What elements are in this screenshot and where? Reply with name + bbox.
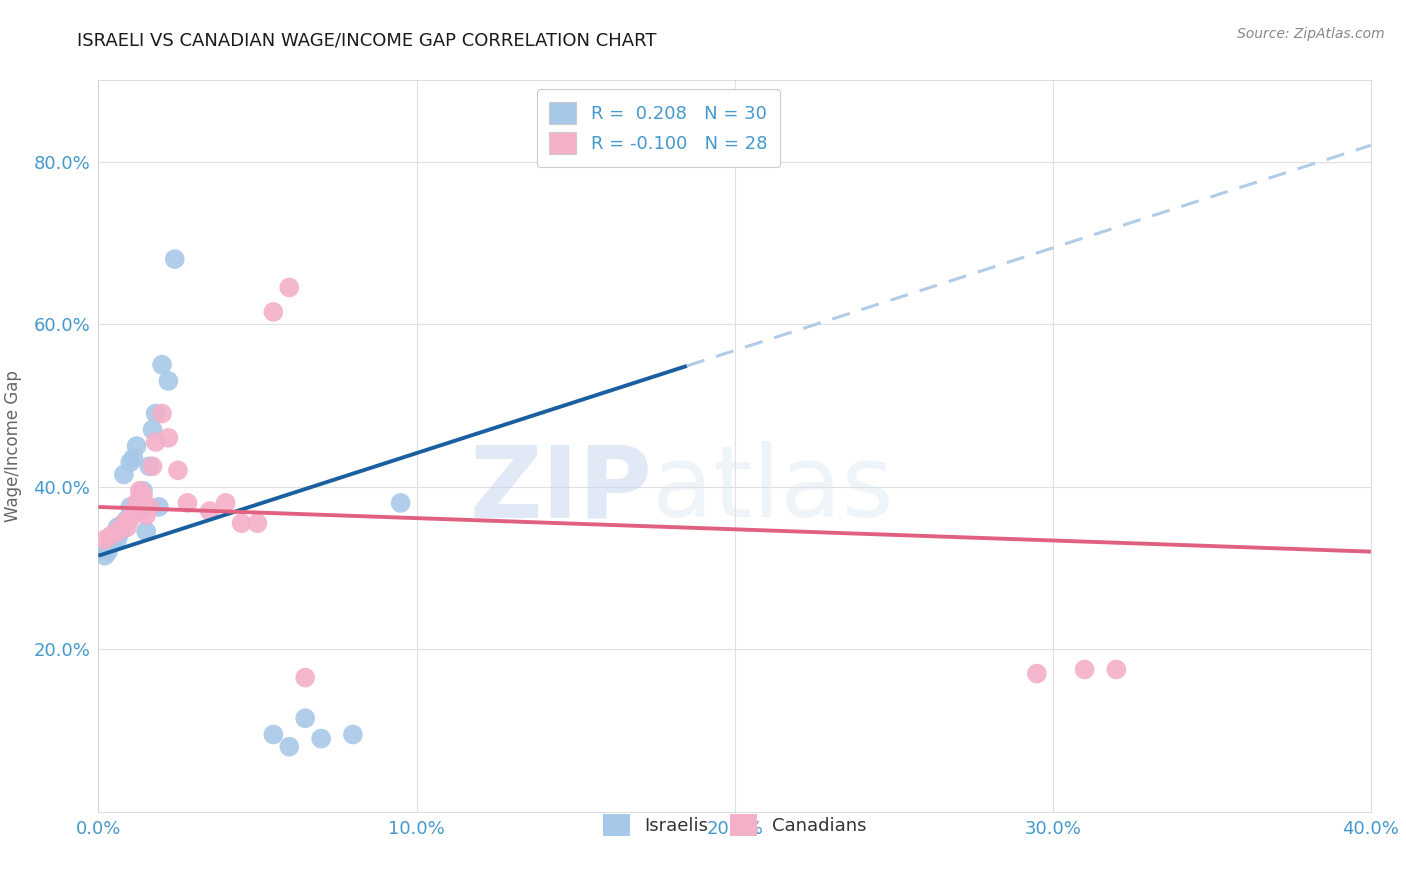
Point <box>1073 663 1095 677</box>
Point <box>94 549 117 563</box>
Point <box>157 431 180 445</box>
Point <box>150 358 173 372</box>
Point <box>100 536 122 550</box>
Point <box>1025 666 1047 681</box>
Point <box>246 516 269 531</box>
Point <box>294 711 316 725</box>
Point <box>262 305 284 319</box>
Point <box>107 520 129 534</box>
Point <box>128 483 150 498</box>
Point <box>309 731 332 746</box>
Point <box>120 500 142 514</box>
Point <box>167 463 190 477</box>
Point <box>231 516 253 531</box>
Point <box>110 524 132 539</box>
Point <box>278 280 301 294</box>
Point <box>294 671 316 685</box>
Point <box>214 496 236 510</box>
Point <box>97 544 120 558</box>
Point <box>120 512 142 526</box>
Point <box>120 455 142 469</box>
Point <box>1105 663 1128 677</box>
Point <box>132 483 155 498</box>
Text: atlas: atlas <box>652 442 894 539</box>
Point <box>94 533 117 547</box>
Point <box>145 434 167 449</box>
Text: ZIP: ZIP <box>470 442 652 539</box>
Point <box>107 533 129 547</box>
Point <box>135 524 157 539</box>
Point <box>135 508 157 522</box>
Point <box>107 524 129 539</box>
Text: ISRAELI VS CANADIAN WAGE/INCOME GAP CORRELATION CHART: ISRAELI VS CANADIAN WAGE/INCOME GAP CORR… <box>77 31 657 49</box>
Point <box>103 528 125 542</box>
Point <box>145 407 167 421</box>
Point <box>278 739 301 754</box>
Point <box>157 374 180 388</box>
Point <box>112 467 135 482</box>
Point <box>138 500 160 514</box>
Point <box>132 488 155 502</box>
Point <box>141 423 163 437</box>
Legend: Israelis, Canadians: Israelis, Canadians <box>596 806 873 843</box>
Point <box>163 252 186 266</box>
Point <box>150 407 173 421</box>
Point <box>198 504 221 518</box>
Point <box>112 516 135 531</box>
Point <box>148 500 170 514</box>
Point <box>122 451 145 466</box>
Point <box>122 504 145 518</box>
Point <box>342 727 364 741</box>
Point <box>115 512 138 526</box>
Point <box>176 496 198 510</box>
Point <box>100 528 122 542</box>
Point <box>125 496 148 510</box>
Point <box>138 459 160 474</box>
Point <box>128 504 150 518</box>
Point <box>262 727 284 741</box>
Text: Source: ZipAtlas.com: Source: ZipAtlas.com <box>1237 27 1385 41</box>
Point <box>389 496 412 510</box>
Point <box>141 459 163 474</box>
Point <box>112 516 135 531</box>
Y-axis label: Wage/Income Gap: Wage/Income Gap <box>4 370 22 522</box>
Point <box>115 520 138 534</box>
Point <box>125 439 148 453</box>
